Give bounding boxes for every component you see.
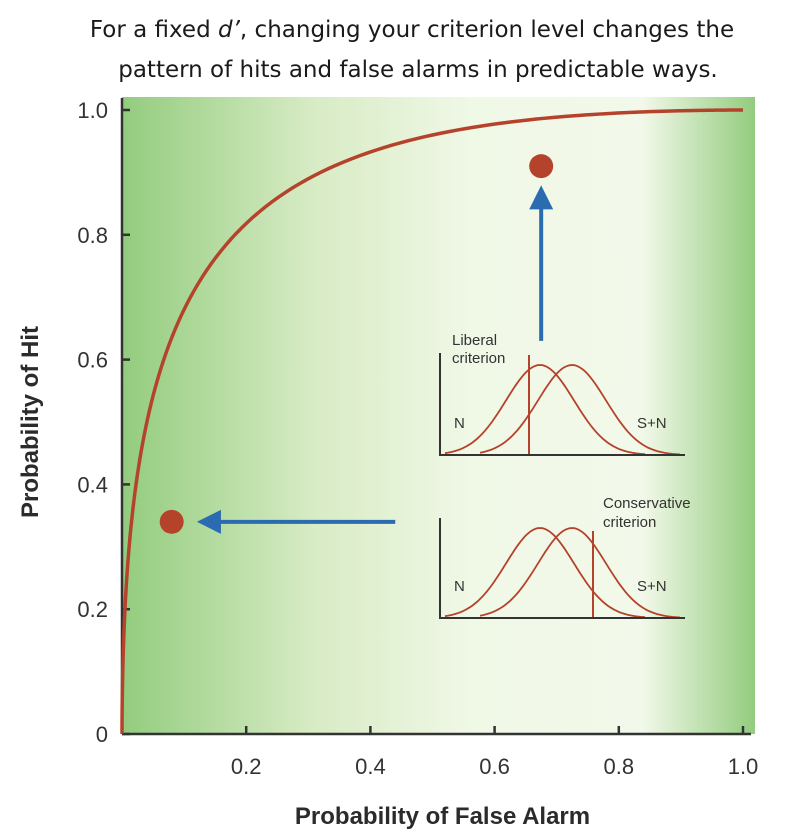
inset-conservative-noise-label: N	[454, 578, 465, 595]
inset-conservative-label-2: criterion	[603, 514, 656, 531]
conservative-point	[159, 509, 184, 534]
axes: 0 0.2 0.4 0.6 0.8 1.0 0.2 0.4 0.6 0.8 1.0 Probabili…	[17, 98, 758, 830]
inset-conservative-noise-curve	[444, 527, 646, 619]
y-axis-label: Probability of Hit	[17, 326, 44, 518]
chart-title-dprime: d’	[218, 17, 241, 43]
inset-conservative-criterion: Conservative criterion N S+N	[439, 495, 691, 619]
liberal-point	[529, 154, 554, 179]
chart-title-line-1-start: For a fixed	[90, 17, 218, 43]
curve-layer	[120, 108, 743, 734]
arrow-layer	[196, 185, 554, 534]
inset-liberal-label-2: criterion	[452, 350, 505, 367]
x-tick-label: 0.2	[231, 754, 262, 779]
y-tick-label: 0.6	[77, 348, 108, 373]
y-tick-label: 0	[96, 722, 108, 747]
inset-conservative-axes	[439, 518, 685, 619]
y-tick-label: 0.4	[77, 472, 108, 497]
x-tick-label: 0.6	[479, 754, 510, 779]
inset-liberal-signal-curve	[479, 364, 681, 456]
x-axis-label: Probability of False Alarm	[295, 803, 590, 830]
inset-liberal-noise-label: N	[454, 415, 465, 432]
inset-conservative-signal-label: S+N	[637, 578, 667, 595]
plot-background	[122, 97, 755, 734]
inset-liberal-signal-label: S+N	[637, 415, 667, 432]
point-layer	[159, 154, 554, 534]
inset-liberal-label-1: Liberal	[452, 332, 497, 349]
chart-title-line-2: pattern of hits and false alarms in pred…	[118, 57, 718, 83]
chart-title-line-1: For a fixed d’, changing your criterion …	[90, 17, 734, 43]
y-tick-label: 0.8	[77, 223, 108, 248]
y-tick-label: 0.2	[77, 597, 108, 622]
x-tick-label: 1.0	[728, 754, 759, 779]
inset-liberal-noise-curve	[444, 364, 646, 456]
x-tick-label: 0.4	[355, 754, 386, 779]
inset-liberal-criterion: Liberal criterion N S+N	[439, 332, 685, 456]
inset-liberal-axes	[439, 353, 685, 456]
roc-curve	[120, 108, 743, 734]
y-tick-label: 1.0	[77, 98, 108, 123]
inset-conservative-label-1: Conservative	[603, 495, 691, 512]
chart-title-line-1-end: , changing your criterion level changes …	[240, 17, 734, 43]
x-tick-label: 0.8	[604, 754, 635, 779]
inset-conservative-signal-curve	[479, 527, 681, 619]
